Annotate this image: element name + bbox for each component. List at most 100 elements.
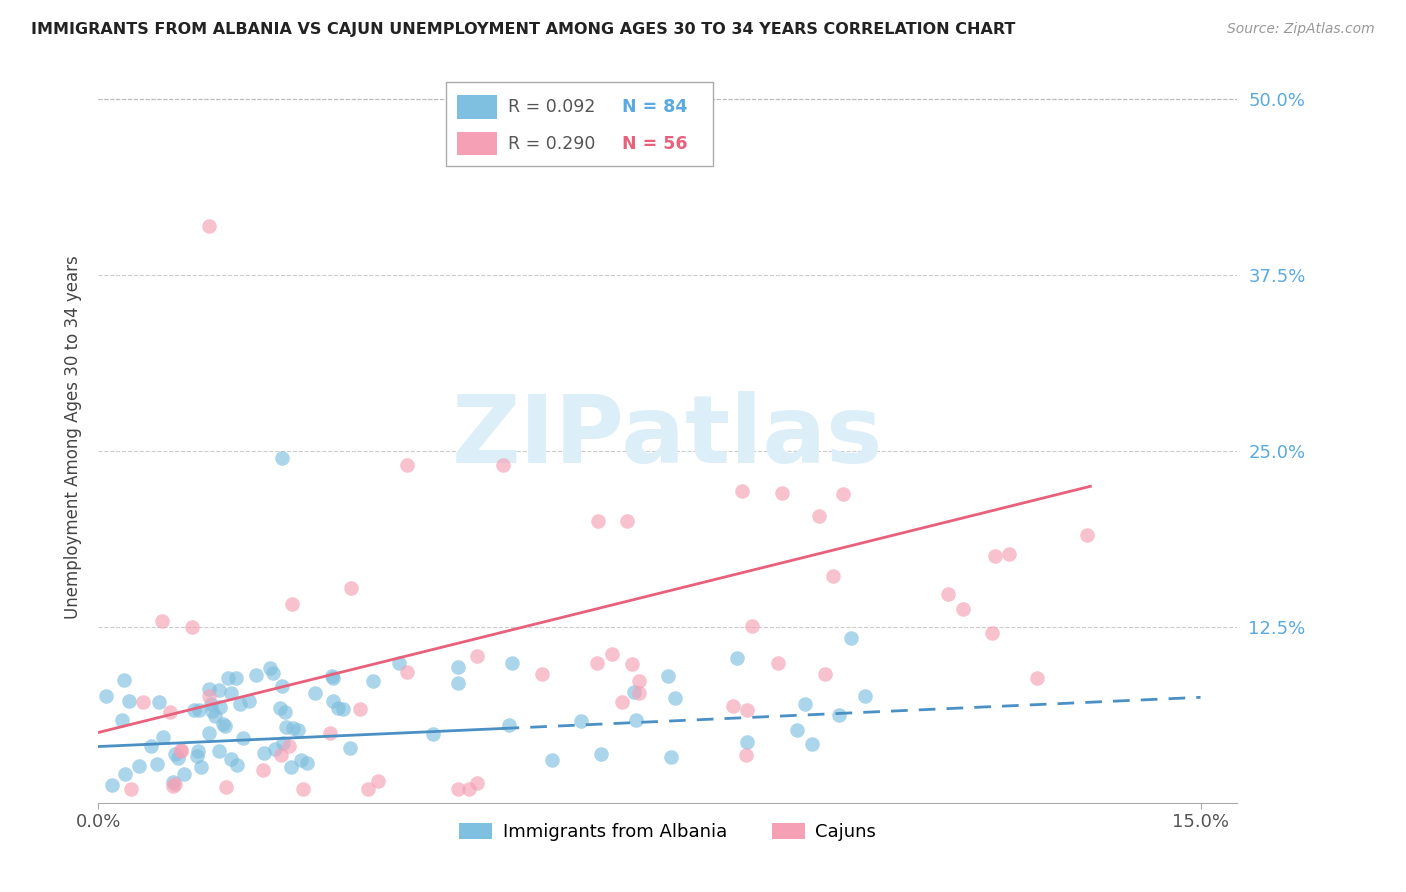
Point (170, 743, 193, 757)
Point (146, 757, 169, 772)
Point (620, 657, 643, 671)
Point (120, 781, 142, 796)
Point (388, 657, 411, 671)
FancyBboxPatch shape (457, 95, 498, 119)
Point (623, 685, 645, 699)
Point (998, 547, 1021, 561)
Y-axis label: Unemployment Among Ages 30 to 34 years: Unemployment Among Ages 30 to 34 years (63, 255, 82, 619)
Point (94, 689, 117, 703)
Point (290, 753, 312, 767)
Point (585, 657, 607, 671)
Point (984, 549, 1007, 564)
FancyBboxPatch shape (446, 82, 713, 167)
Point (801, 737, 824, 751)
Point (447, 676, 470, 690)
Point (395, 458, 418, 473)
Point (589, 747, 612, 761)
Point (731, 484, 754, 499)
Point (322, 671, 344, 685)
Point (657, 669, 679, 683)
Point (616, 515, 638, 529)
Point (264, 741, 287, 756)
Point (252, 764, 274, 778)
Point (118, 694, 141, 708)
Point (214, 780, 236, 794)
Point (229, 697, 252, 711)
Point (501, 656, 523, 670)
Point (204, 709, 226, 723)
Point (200, 698, 222, 712)
Point (794, 698, 817, 712)
Point (361, 674, 384, 689)
Point (187, 744, 209, 758)
Point (1076, 528, 1098, 542)
Point (569, 714, 592, 728)
Point (735, 735, 758, 749)
Point (208, 744, 231, 758)
Point (827, 708, 849, 723)
Point (936, 587, 959, 601)
Point (271, 736, 294, 750)
Point (741, 619, 763, 633)
Point (332, 702, 354, 716)
Point (170, 743, 193, 757)
Point (283, 721, 305, 735)
Point (952, 602, 974, 616)
Point (839, 631, 862, 645)
Point (367, 774, 389, 789)
Point (101, 778, 124, 792)
Point (853, 690, 876, 704)
Point (139, 739, 162, 753)
FancyBboxPatch shape (457, 132, 498, 155)
Point (807, 508, 830, 523)
Point (165, 777, 187, 791)
Point (214, 718, 236, 732)
Point (465, 776, 488, 790)
Point (173, 767, 195, 781)
Point (111, 714, 134, 728)
Point (357, 781, 380, 796)
Text: N = 56: N = 56 (623, 135, 688, 153)
Point (612, 694, 634, 708)
Point (291, 781, 314, 796)
Point (770, 486, 793, 500)
Point (162, 779, 184, 793)
Point (457, 781, 479, 796)
Point (339, 740, 361, 755)
Point (721, 698, 744, 713)
Point (340, 581, 363, 595)
Point (328, 701, 350, 715)
Point (821, 569, 844, 583)
Point (627, 686, 650, 700)
Point (152, 731, 174, 745)
Point (197, 219, 219, 233)
Point (395, 665, 418, 679)
Point (186, 749, 208, 764)
Point (259, 661, 281, 675)
Point (447, 781, 470, 796)
Point (217, 671, 239, 685)
Point (586, 515, 609, 529)
Point (319, 726, 342, 740)
Legend: Immigrants from Albania, Cajuns: Immigrants from Albania, Cajuns (453, 816, 883, 848)
Point (725, 650, 748, 665)
Point (253, 746, 276, 760)
Point (271, 451, 294, 466)
Point (786, 723, 808, 738)
Point (209, 699, 232, 714)
Text: R = 0.092: R = 0.092 (509, 98, 596, 116)
Point (187, 703, 209, 717)
Point (766, 657, 789, 671)
Text: ZIPatlas: ZIPatlas (453, 391, 883, 483)
Point (287, 723, 309, 738)
Point (208, 683, 231, 698)
Point (271, 679, 294, 693)
Point (602, 647, 624, 661)
Point (128, 759, 150, 773)
Point (162, 775, 184, 789)
Point (245, 667, 267, 681)
Point (274, 705, 297, 719)
Text: IMMIGRANTS FROM ALBANIA VS CAJUN UNEMPLOYMENT AMONG AGES 30 TO 34 YEARS CORRELAT: IMMIGRANTS FROM ALBANIA VS CAJUN UNEMPLO… (31, 22, 1015, 37)
Point (540, 753, 562, 767)
Point (150, 614, 173, 628)
